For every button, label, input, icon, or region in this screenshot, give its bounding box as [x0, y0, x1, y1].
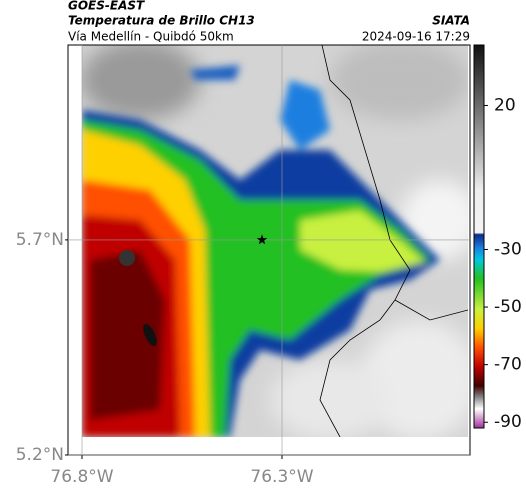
- brand: SIATA: [432, 14, 470, 28]
- title: GOES-EAST: [68, 0, 145, 13]
- colorbar-tick-label: 20: [494, 95, 516, 115]
- region: Vía Medellín - Quibdó 50km: [68, 30, 234, 44]
- y-tick-label: 5.2°N: [16, 445, 64, 465]
- timestamp: 2024-09-16 17:29: [362, 30, 470, 44]
- location-marker: [256, 234, 268, 245]
- colorbar-tick-label: -70: [494, 355, 522, 375]
- colorbar-tick-label: -30: [494, 239, 522, 259]
- y-tick-label: 5.7°N: [16, 230, 64, 250]
- colorbar-tick-label: -90: [494, 412, 522, 432]
- x-tick-label: 76.8°W: [50, 467, 113, 487]
- x-tick-label: 76.3°W: [250, 467, 313, 487]
- subtitle: Temperatura de Brillo CH13: [68, 14, 255, 28]
- colorbar: [473, 44, 485, 429]
- colorbar-tick-label: -50: [494, 297, 522, 317]
